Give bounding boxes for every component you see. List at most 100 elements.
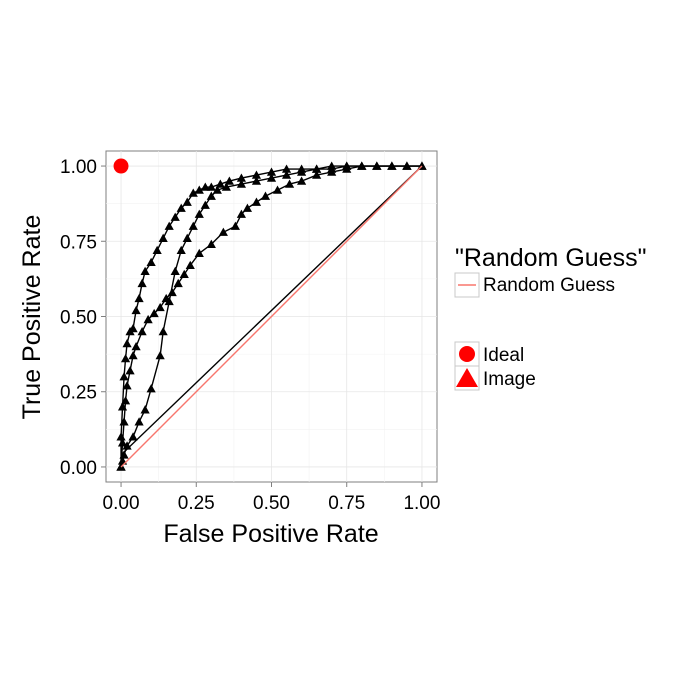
triangle-icon [456,368,478,387]
y-axis-title: True Positive Rate [18,215,46,420]
data-point-triangle [357,161,367,170]
data-point-triangle [119,417,129,426]
data-point-triangle [188,188,198,197]
data-point-triangle [251,170,262,179]
data-point-triangle [155,351,165,360]
data-point-triangle [173,278,183,288]
data-point-triangle [215,179,225,188]
legend-title: "Random Guess" [455,244,646,272]
x-tick-label: 0.50 [253,493,290,514]
data-point-triangle [218,227,228,236]
y-tick-label: 0.75 [60,232,97,253]
data-point-triangle [200,200,210,209]
x-tick-label: 1.00 [403,493,440,514]
data-point-triangle [122,338,132,348]
circle-icon [459,346,475,362]
data-point-triangle [176,203,186,212]
data-point-triangle [182,197,192,206]
data-point-triangle [200,182,210,191]
data-point-triangle [387,161,397,170]
y-axis-ticks: 0.00 0.25 0.50 0.75 1.00 [60,157,106,479]
data-point-triangle [206,239,216,248]
data-point-triangle [170,266,180,276]
y-tick-label: 0.25 [60,383,97,404]
ideal-point [113,158,129,174]
data-point-triangle [266,173,277,182]
data-point-triangle [119,450,129,459]
data-point-triangle [312,164,322,173]
data-point-triangle [402,161,412,170]
data-point-triangle [167,287,177,297]
data-point-triangle [212,185,222,194]
data-point-triangle [312,170,322,179]
data-point-triangle [327,164,337,173]
data-point-triangle [152,245,162,254]
data-point-triangle [131,305,141,315]
random-guess-line [120,165,423,468]
data-point-triangle [194,248,204,257]
series-layer [113,158,427,471]
data-point-triangle [272,185,283,194]
data-point-triangle [236,209,247,218]
data-point-triangle [134,293,144,303]
data-point-triangle [230,221,240,230]
diagonal-line [120,165,423,456]
data-point-triangle [206,182,216,191]
data-point-triangle [170,212,180,221]
data-point-triangle [119,372,129,381]
data-point-triangle [131,341,141,351]
data-point-triangle [284,179,295,188]
data-point-triangle [194,185,204,194]
data-point-triangle [140,266,150,276]
data-point-triangle [137,326,147,336]
data-point-triangle [182,233,192,242]
data-point-triangle [372,161,382,170]
data-point-triangle [128,351,138,360]
data-point-triangle [281,164,292,173]
x-axis-title: False Positive Rate [163,520,378,548]
data-point-triangle [164,296,174,306]
data-point-triangle [251,197,262,206]
data-point-triangle [117,438,128,447]
data-point-triangle [158,233,168,242]
legend-label-image: Image [483,369,536,390]
data-point-triangle [128,323,138,333]
data-point-triangle [125,366,135,375]
data-point-triangle [296,176,307,185]
data-point-triangle [164,221,174,230]
data-point-triangle [185,260,195,270]
data-point-triangle [176,245,186,254]
data-point-triangle [137,278,147,288]
data-point-triangle [188,221,198,230]
x-tick-label: 0.75 [328,493,365,514]
y-tick-label: 0.50 [60,308,97,329]
legend-label-random-guess: Random Guess [483,275,615,296]
data-point-triangle [128,432,138,441]
legend-entry-ideal: Ideal [454,341,524,367]
data-point-triangle [242,203,253,212]
y-tick-label: 1.00 [60,157,97,178]
data-point-triangle [122,381,132,390]
data-point-triangle [120,396,131,405]
x-axis-ticks: 0.00 0.25 0.50 0.75 1.00 [103,482,440,514]
data-point-triangle [179,269,189,279]
data-point-triangle [251,176,262,185]
data-point-triangle [146,384,156,393]
data-point-triangle [149,308,159,318]
data-point-triangle [155,302,165,312]
x-tick-label: 0.25 [178,493,215,514]
data-point-triangle [134,417,144,426]
legend: "Random Guess" Random Guess Ideal Image [454,244,646,391]
legend-entry-image: Image [454,365,536,391]
data-point-triangle [143,314,153,324]
data-point-triangle [194,209,204,218]
y-tick-label: 0.00 [60,458,97,479]
data-point-triangle [221,182,231,191]
data-point-triangle [236,173,247,182]
legend-entry-random-guess: Random Guess [454,272,615,298]
data-point-triangle [342,161,352,170]
x-tick-label: 0.00 [103,493,140,514]
data-point-triangle [224,176,234,185]
data-point-triangle [158,326,168,336]
